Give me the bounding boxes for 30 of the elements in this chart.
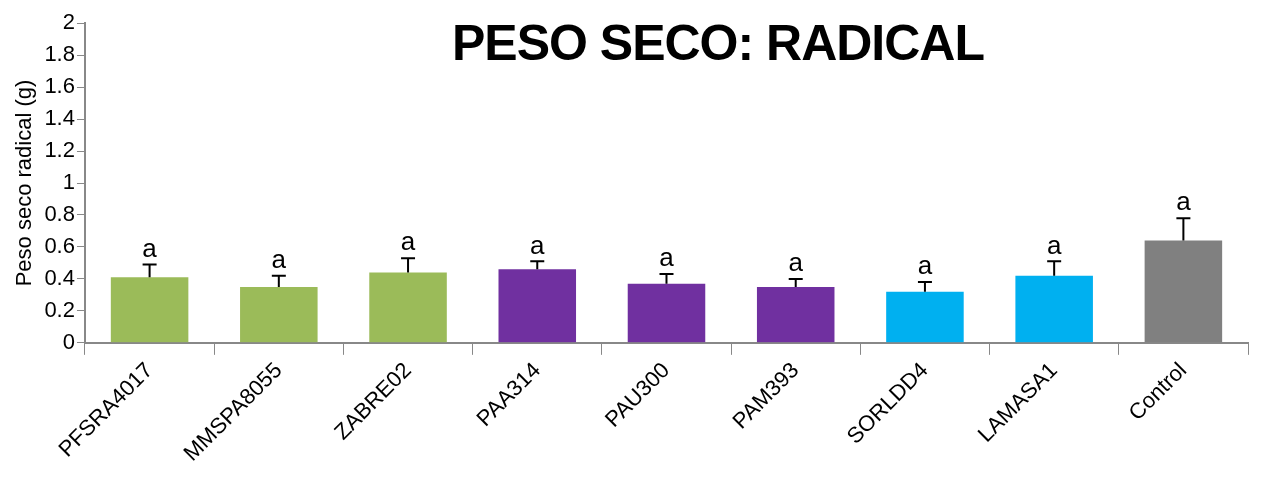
y-tick-label: 1.4	[44, 105, 75, 131]
data-label: a	[788, 247, 804, 278]
y-tick-label: 2	[62, 9, 75, 35]
y-axis-title: Peso seco radical (g)	[11, 79, 37, 287]
bar	[369, 272, 447, 343]
data-label: a	[917, 250, 933, 281]
data-label: a	[530, 229, 546, 260]
bar	[756, 286, 835, 343]
data-label: a	[271, 243, 287, 274]
bar	[240, 286, 318, 343]
y-tick-label: 1.2	[44, 137, 75, 163]
y-tick-label: 1	[62, 169, 75, 195]
y-tick-label: 0.6	[44, 233, 75, 259]
bar	[110, 277, 189, 343]
y-tick-label: 1.6	[44, 73, 75, 99]
y-tick-label: 1.8	[44, 41, 75, 67]
y-tick-label: 0.2	[44, 296, 75, 322]
y-tick-label: 0.8	[44, 201, 75, 227]
bar	[627, 283, 706, 343]
data-label: a	[1046, 229, 1062, 260]
bar	[1015, 275, 1093, 343]
y-tick-label: 0.4	[44, 264, 75, 290]
data-label: a	[1176, 186, 1192, 217]
data-label: a	[400, 226, 416, 257]
data-label: a	[142, 232, 158, 263]
bar	[886, 291, 964, 343]
data-label: a	[659, 242, 675, 273]
y-tick-label: 0	[62, 328, 75, 354]
bar	[498, 269, 577, 343]
chart-title: PESO SECO: RADICAL	[450, 14, 986, 72]
